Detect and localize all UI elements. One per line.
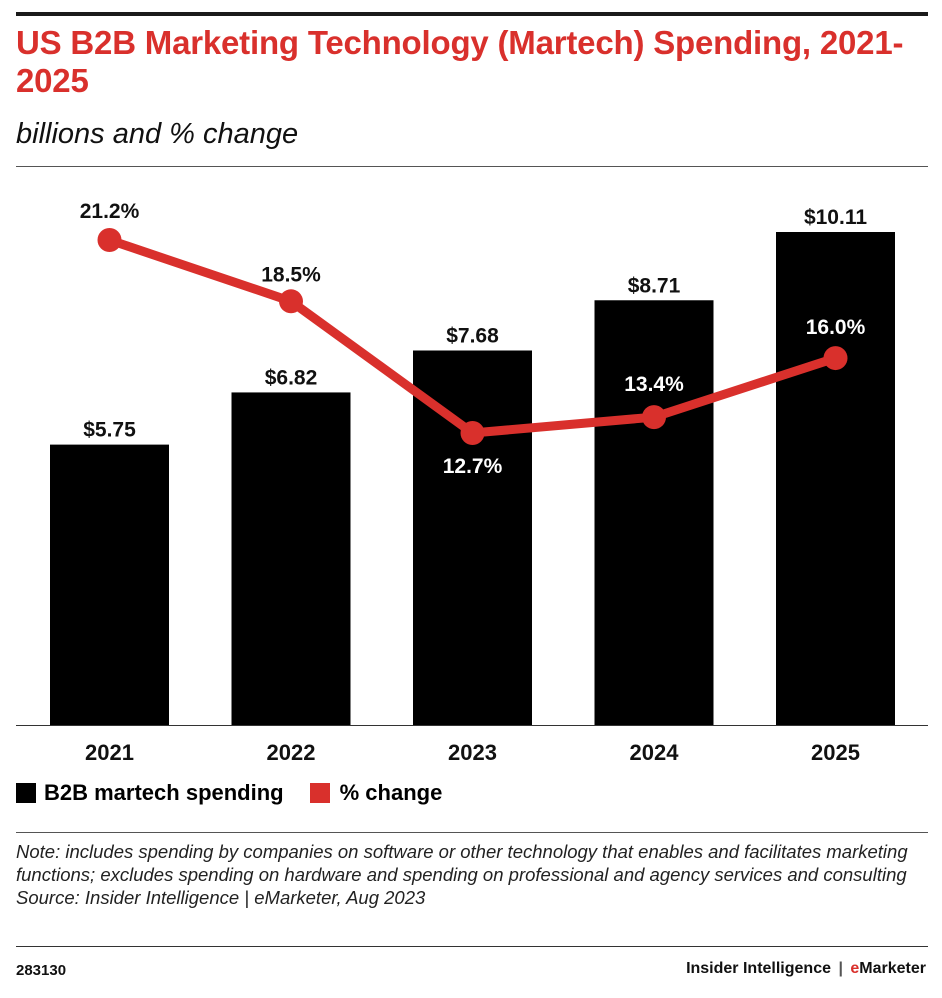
brand-insider-intelligence: Insider Intelligence [686,960,831,977]
legend-label-change: % change [339,780,443,805]
legend-item-change: % change [309,780,443,806]
brand-separator: | [838,960,843,977]
x-tick-2023: 2023 [448,740,497,765]
change-label-2023: 12.7% [443,455,503,478]
chart-note: Note: includes spending by companies on … [16,840,928,909]
bar-2022 [231,392,351,725]
x-tick-2024: 2024 [630,740,680,765]
bar-label-2022: $6.82 [265,366,318,389]
bar-line-chart: $5.75 $6.82 $7.68 $8.71 $10.11 2021 2022 2023 20… [16,200,928,765]
legend-label-spending: B2B martech spending [44,780,284,805]
bar-2024 [594,300,714,725]
change-label-2024: 13.4% [624,373,684,396]
top-rule [16,12,928,16]
bar-label-2025: $10.11 [804,206,867,229]
note-text: Note: includes spending by companies on … [16,841,908,885]
bar-label-2024: $8.71 [628,274,681,297]
legend-swatch-spending [16,783,36,803]
change-point-2025 [823,346,848,371]
change-point-2023 [460,421,485,445]
bar-label-2023: $7.68 [446,324,499,347]
brand-e: e [850,960,860,977]
bar-2025 [776,232,895,725]
chart-id: 283130 [16,962,67,979]
chart-subtitle: billions and % change [16,118,299,150]
bar-label-2021: $5.75 [83,419,136,442]
footer-divider [16,946,928,947]
x-tick-2021: 2021 [85,740,134,765]
chart-title: US B2B Marketing Technology (Martech) Sp… [16,24,904,99]
change-label-2021: 21.2% [80,200,140,223]
legend-item-spending: B2B martech spending [16,780,284,806]
x-tick-2022: 2022 [267,740,316,765]
legend-swatch-change [309,783,330,803]
brand-marketer: Marketer [859,960,926,977]
change-point-2021 [97,228,122,252]
change-label-2025: 16.0% [806,316,866,339]
change-label-2022: 18.5% [261,263,321,286]
bar-2021 [50,444,169,725]
note-divider [16,832,928,833]
header-divider [16,166,928,167]
brand-logo: Insider Intelligence | eMarketer [686,960,926,978]
change-point-2024 [642,405,666,430]
source-text: Source: Insider Intelligence | eMarketer… [16,887,426,908]
chart-legend: B2B martech spending % change [16,780,468,806]
change-point-2022 [279,289,303,314]
x-tick-2025: 2025 [811,740,860,765]
bar-2023 [413,350,532,725]
